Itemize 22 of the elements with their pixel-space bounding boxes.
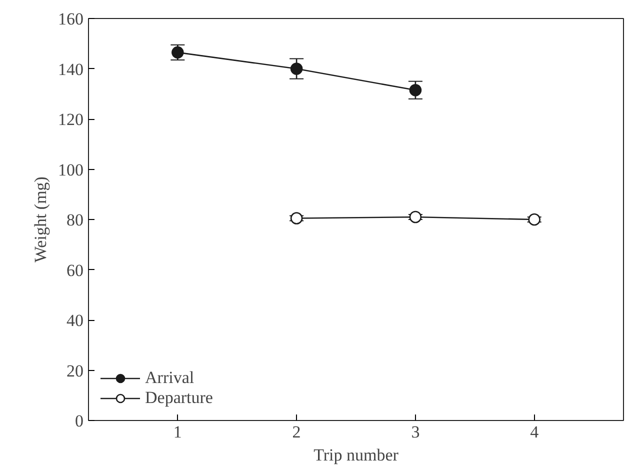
point	[528, 213, 540, 226]
y-tick-label: 60	[66, 260, 84, 280]
point	[290, 212, 303, 224]
y-tick-label: 100	[58, 160, 84, 180]
x-tick-label: 1	[173, 422, 182, 442]
y-tick-label: 160	[58, 10, 84, 28]
point	[290, 62, 303, 75]
y-tick-label: 80	[66, 210, 84, 230]
y-axis-title: Weight (mg)	[31, 176, 50, 262]
x-tick-label: 4	[530, 422, 540, 442]
y-tick-label: 0	[75, 412, 84, 430]
y-tick-label: 20	[66, 361, 84, 380]
point	[409, 84, 422, 96]
x-axis-title: Trip number	[314, 446, 399, 464]
x-tick-label: 3	[411, 422, 420, 442]
legend-label: Arrival	[145, 368, 194, 388]
y-tick-label: 40	[66, 311, 84, 330]
legend-label: Departure	[145, 388, 213, 408]
y-tick-label: 140	[58, 60, 84, 79]
x-tick-label: 2	[292, 422, 301, 442]
point	[409, 210, 422, 224]
y-tick-label: 120	[58, 110, 84, 129]
